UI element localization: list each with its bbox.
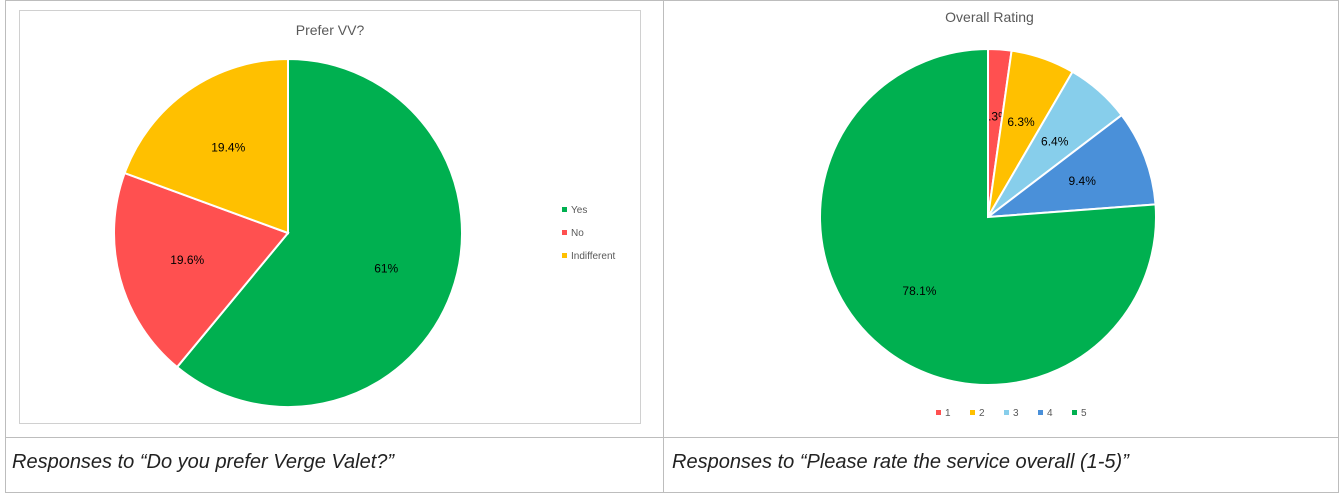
cell-right-caption <box>663 437 1339 493</box>
legend-swatch-5 <box>1072 410 1077 415</box>
legend-swatch-1 <box>936 410 941 415</box>
pie-slice-4 <box>984 113 1157 219</box>
legend-label-1: 1 <box>945 408 951 419</box>
data-label-4: 9.4% <box>1069 174 1097 188</box>
legend-swatch-no <box>562 230 567 235</box>
chart-title-left: Prefer VV? <box>295 22 365 38</box>
data-label-5: 78.1% <box>902 284 936 298</box>
legend-label-indifferent: Indifferent <box>571 251 616 262</box>
pie-group-0: 61% 19.6% 19.4% Yes No Indifferent <box>113 57 616 408</box>
legend-label-3: 3 <box>1013 408 1019 419</box>
legend-label-no: No <box>571 228 584 239</box>
pie-slice-5 <box>819 47 1157 386</box>
pie-group-1: 2.3%6.3%6.4%9.4%78.1%1 2 3 4 5 <box>819 47 1157 419</box>
data-label-2: 6.3% <box>1007 115 1035 129</box>
legend-label-2: 2 <box>979 408 985 419</box>
data-label-indifferent: 19.4% <box>211 140 245 154</box>
data-label-no: 19.6% <box>170 253 204 267</box>
pie-slice-indifferent <box>123 57 289 235</box>
legend-swatch-indifferent <box>562 253 567 258</box>
caption-left: Responses to “Do you prefer Verge Valet?… <box>12 451 395 473</box>
pie-slice-no <box>113 171 290 369</box>
pie-slice-yes <box>175 57 463 408</box>
legend-swatch-4 <box>1038 410 1043 415</box>
legend-label-yes: Yes <box>571 205 587 216</box>
caption-right: Responses to “Please rate the service ov… <box>672 451 1129 473</box>
data-label-3: 6.4% <box>1041 134 1069 148</box>
legend-swatch-2 <box>970 410 975 415</box>
chart-title-right: Overall Rating <box>945 9 1034 25</box>
legend-swatch-yes <box>562 207 567 212</box>
legend-swatch-3 <box>1004 410 1009 415</box>
data-label-yes: 61% <box>374 261 398 275</box>
legend-label-4: 4 <box>1047 408 1053 419</box>
legend-label-5: 5 <box>1081 408 1087 419</box>
